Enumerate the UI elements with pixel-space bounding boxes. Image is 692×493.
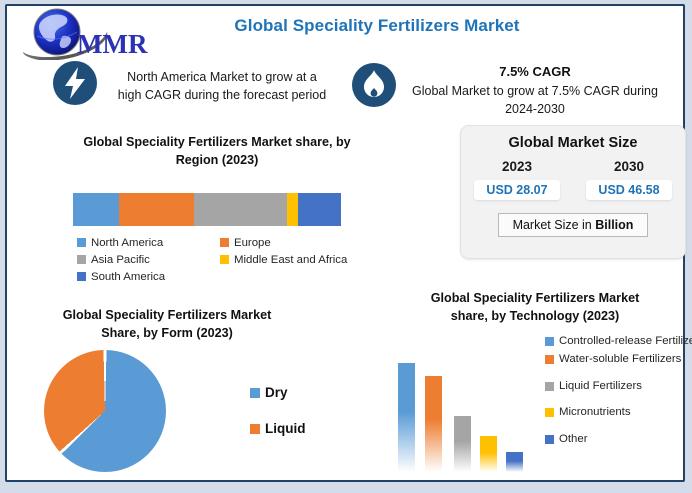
flame-icon [352, 63, 396, 107]
legend-item: South America [77, 268, 220, 285]
form-chart-title: Global Speciality Fertilizers Market Sha… [62, 308, 272, 341]
region-bar-segment [118, 193, 194, 226]
globe-swoosh [23, 32, 108, 60]
tech-bar [398, 363, 415, 472]
region-legend-swatch [77, 238, 86, 247]
technology-bar-chart [390, 363, 540, 472]
market-size-title: Global Market Size [508, 135, 638, 151]
form-legend-swatch [250, 423, 260, 434]
tech-legend-swatch [545, 435, 554, 445]
region-stacked-bar [73, 193, 341, 226]
value-card: USD 28.07 [474, 180, 560, 200]
legend-item: Other [545, 432, 692, 447]
region-legend-swatch [77, 255, 86, 264]
region-legend-swatch [220, 255, 229, 264]
region-legend-swatch [220, 238, 229, 247]
market-size-footnote: Market Size in Billion [497, 213, 649, 237]
global-market-size-box: Global Market Size 2023 USD 28.07 2030 U… [460, 125, 686, 259]
callout-line: Global Market to grow at 7.5% CAGR durin… [412, 83, 658, 98]
region-legend: North America Europe Asia Pacific Middle… [77, 234, 377, 285]
region-bar-segment [73, 193, 119, 226]
region-legend-swatch [77, 272, 86, 281]
legend-item: Europe [220, 234, 377, 251]
form-legend-swatch [250, 387, 260, 398]
form-legend: Dry Liquid [250, 385, 306, 436]
legend-item: Water-soluble Fertilizers [545, 352, 692, 367]
year-label: 2023 [501, 159, 533, 174]
market-size-col-2030: 2030 USD 46.58 [573, 159, 685, 200]
year-label: 2030 [613, 159, 645, 174]
mmr-logo: MMR [23, 8, 148, 60]
globe-icon [33, 8, 81, 56]
callout-line: high CAGR during the forecast period [117, 88, 327, 103]
tech-legend-swatch [545, 354, 554, 364]
technology-legend: Controlled-release Fertilizers Water-sol… [545, 334, 692, 447]
tech-legend-swatch [545, 381, 554, 391]
tech-legend-swatch [545, 337, 554, 346]
infographic-panel: MMR Global Speciality Fertilizers Market… [5, 4, 692, 482]
region-chart-title: Global Speciality Fertilizers Market sha… [83, 135, 351, 168]
form-pie [44, 350, 166, 472]
legend-item: North America [77, 234, 220, 251]
lightning-icon [53, 61, 97, 105]
technology-chart-title: Global Speciality Fertilizers Market sha… [430, 291, 640, 324]
callout-cagr: 7.5% CAGR Global Market to grow at 7.5% … [399, 63, 671, 118]
legend-item: Controlled-release Fertilizers [545, 334, 692, 349]
tech-legend-swatch [545, 408, 554, 418]
page-title: Global Speciality Fertilizers Market [234, 16, 520, 35]
legend-item: Liquid Fertilizers [545, 379, 692, 394]
region-bar-segment [193, 193, 288, 226]
logo-text: MMR [77, 29, 148, 59]
callout-north-america: North America Market to grow at a high C… [102, 68, 342, 104]
tech-bar [425, 376, 442, 472]
value-card: USD 46.58 [586, 180, 672, 200]
market-size-columns: 2023 USD 28.07 2030 USD 46.58 [461, 159, 685, 200]
market-size-col-2023: 2023 USD 28.07 [461, 159, 573, 200]
legend-item: Micronutrients [545, 405, 692, 420]
callout-line: 2024-2030 [505, 101, 565, 116]
region-bar-segment [287, 193, 299, 226]
tech-bar [454, 416, 471, 472]
cagr-heading: 7.5% CAGR [499, 64, 571, 79]
legend-item: Asia Pacific [77, 251, 220, 268]
legend-item: Dry [250, 385, 306, 400]
tech-bar [480, 436, 497, 472]
callout-line: North America Market to grow at a [127, 70, 317, 84]
legend-item: Middle East and Africa [220, 251, 377, 268]
region-bar-segment [298, 193, 341, 226]
tech-bar [506, 452, 523, 472]
legend-item: Liquid [250, 421, 306, 436]
